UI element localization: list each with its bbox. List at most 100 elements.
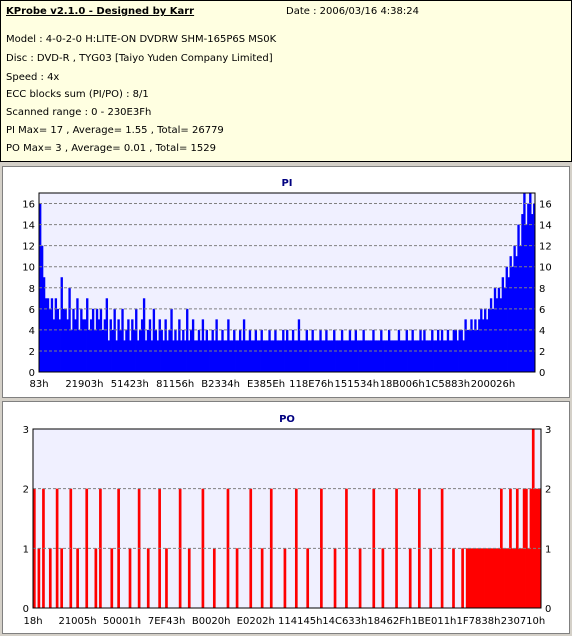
data-bar bbox=[121, 308, 124, 372]
data-bar bbox=[306, 548, 310, 608]
x-tick-label: 118E76h bbox=[289, 379, 333, 390]
y-tick-label-right: 2 bbox=[545, 485, 551, 496]
data-bar bbox=[480, 308, 483, 372]
x-tick-label: E0202h bbox=[237, 616, 275, 627]
data-bar bbox=[395, 488, 398, 608]
x-tick-label: E385Eh bbox=[247, 379, 285, 390]
data-bar bbox=[164, 319, 167, 372]
data-bar bbox=[113, 308, 116, 372]
data-bar bbox=[464, 319, 467, 372]
data-bar bbox=[212, 548, 216, 608]
y-tick-label-right: 3 bbox=[545, 425, 551, 436]
data-bar bbox=[444, 340, 448, 372]
data-bar bbox=[360, 340, 363, 372]
data-bar bbox=[44, 298, 48, 372]
data-bar bbox=[299, 340, 303, 372]
data-bar bbox=[395, 340, 399, 372]
scan-date: Date : 2006/03/16 4:38:24 bbox=[286, 6, 419, 17]
data-bar bbox=[468, 548, 471, 608]
data-bar bbox=[472, 329, 475, 372]
data-bar bbox=[309, 340, 312, 372]
data-bar bbox=[123, 340, 126, 372]
x-tick-label: 1F7838h bbox=[457, 616, 501, 627]
data-bar bbox=[211, 329, 214, 372]
data-bar bbox=[227, 319, 230, 372]
data-bar bbox=[366, 340, 369, 372]
data-bar bbox=[315, 340, 318, 372]
data-bar bbox=[217, 340, 220, 372]
data-bar bbox=[74, 319, 77, 372]
data-bar bbox=[470, 548, 474, 608]
data-bar bbox=[488, 548, 492, 608]
data-bar bbox=[269, 488, 273, 608]
data-bar bbox=[320, 488, 323, 608]
data-bar bbox=[221, 329, 224, 372]
data-bar bbox=[82, 319, 85, 372]
data-bar bbox=[489, 298, 493, 372]
data-bar bbox=[127, 319, 130, 372]
data-bar bbox=[495, 298, 499, 372]
data-bar bbox=[135, 308, 138, 372]
data-bar bbox=[186, 308, 189, 372]
data-bar bbox=[381, 548, 385, 608]
data-bar bbox=[470, 319, 473, 372]
data-bar bbox=[376, 340, 379, 372]
data-bar bbox=[487, 308, 491, 372]
data-bar bbox=[272, 340, 275, 372]
data-bar bbox=[76, 298, 79, 372]
data-bar bbox=[187, 340, 191, 372]
data-bar bbox=[55, 488, 59, 608]
x-tick-label: B0020h bbox=[192, 616, 231, 627]
data-bar bbox=[401, 340, 405, 372]
data-bar bbox=[86, 298, 89, 372]
data-bar bbox=[103, 319, 107, 372]
data-bar bbox=[484, 548, 487, 608]
data-bar bbox=[495, 548, 499, 608]
data-bar bbox=[146, 329, 150, 372]
data-bar bbox=[142, 298, 146, 372]
data-bar bbox=[97, 319, 101, 372]
model-line: Model : 4-0-2-0 H:LITE-ON DVDRW SHM-165P… bbox=[6, 34, 277, 45]
data-bar bbox=[513, 548, 517, 608]
data-bar bbox=[515, 256, 518, 372]
data-bar bbox=[270, 340, 273, 372]
data-bar bbox=[525, 488, 528, 608]
y-tick-label-right: 12 bbox=[539, 242, 552, 253]
data-bar bbox=[240, 340, 244, 372]
data-bar bbox=[518, 548, 521, 608]
data-bar bbox=[85, 488, 89, 608]
data-bar bbox=[336, 340, 340, 372]
data-bar bbox=[521, 214, 524, 372]
y-tick-label-right: 0 bbox=[545, 604, 551, 615]
data-bar bbox=[246, 340, 250, 372]
data-bar bbox=[58, 319, 61, 372]
data-bar bbox=[358, 548, 362, 608]
x-tick-label: 50001h bbox=[103, 616, 141, 627]
data-bar bbox=[52, 319, 56, 372]
data-bar bbox=[191, 319, 195, 372]
data-bar bbox=[193, 340, 197, 372]
data-bar bbox=[436, 329, 440, 372]
data-bar bbox=[497, 548, 501, 608]
po-chart: PO 0 0 1 1 2 2 3 3 18h 21005h 50001h 7EF43h B0020h E02… bbox=[23, 414, 552, 627]
data-bar bbox=[527, 203, 530, 372]
data-bar bbox=[478, 319, 481, 372]
x-tick-label: 14C633h bbox=[322, 616, 367, 627]
data-bar bbox=[195, 340, 199, 372]
data-bar bbox=[146, 548, 150, 608]
data-bar bbox=[182, 329, 185, 372]
x-tick-label: 18B006h bbox=[380, 379, 425, 390]
data-bar bbox=[226, 488, 230, 608]
data-bar bbox=[165, 548, 168, 608]
data-bar bbox=[472, 548, 476, 608]
data-bar bbox=[440, 329, 444, 372]
data-bar bbox=[429, 340, 432, 372]
y-tick-label-left: 0 bbox=[29, 368, 35, 379]
data-bar bbox=[425, 340, 428, 372]
y-tick-label-left: 12 bbox=[22, 242, 35, 253]
ecc-line: ECC blocks sum (PI/PO) : 8/1 bbox=[6, 89, 149, 100]
data-bar bbox=[499, 298, 503, 372]
data-bar bbox=[429, 548, 433, 608]
data-bar bbox=[393, 340, 397, 372]
y-tick-label-right: 0 bbox=[539, 368, 545, 379]
